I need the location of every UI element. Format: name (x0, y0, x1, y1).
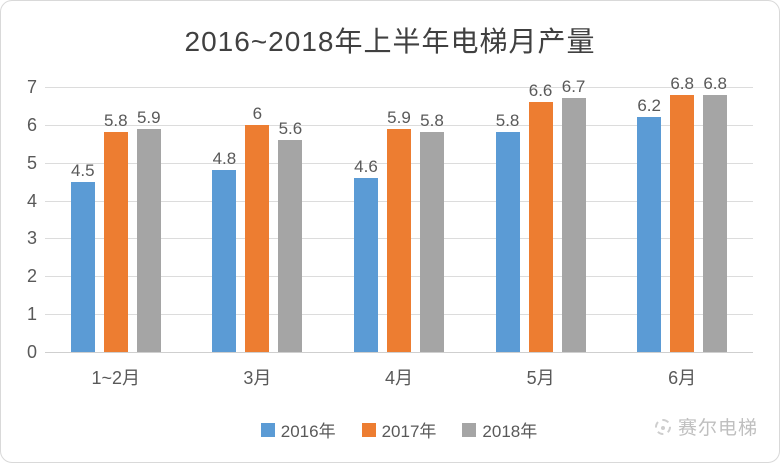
x-tick-label-5月: 5月 (526, 368, 555, 388)
legend-item-2017年: 2017年 (361, 417, 437, 442)
y-tick-label: 1 (26, 304, 37, 325)
gridline-y7 (45, 87, 753, 88)
legend-item-2016年: 2016年 (260, 417, 336, 442)
data-label: 5.9 (136, 107, 161, 127)
bar-2018年-5月: 6.7 (561, 78, 586, 352)
bar-2018年-1~2月: 5.9 (136, 109, 161, 352)
data-label: 4.5 (70, 160, 95, 180)
bar-2018年-3月: 5.6 (278, 120, 303, 352)
bar-2017年-6月: 6.8 (670, 75, 695, 352)
bar-group-3月: 4.8 6 5.6 (187, 87, 329, 352)
x-tick-label-6月: 6月 (668, 368, 697, 388)
legend-label: 2018年 (482, 422, 538, 441)
bar-groups: 4.5 5.8 5.9 4.8 6 5.6 4.6 5.9 5.8 5.8 6.6 6.7 6.2 6.8… (45, 75, 753, 352)
data-label: 5.8 (420, 111, 444, 131)
bar-2016年-1~2月: 4.5 (70, 162, 95, 352)
legend-label: 2017年 (381, 422, 437, 441)
bar-group-5月: 5.8 6.6 6.7 (470, 78, 612, 352)
legend-swatch-icon (260, 422, 275, 437)
bar-2018年-6月: 6.8 (703, 75, 728, 352)
gridline-y0 (45, 352, 753, 353)
chart-title: 2016~2018年上半年电梯月产量 (184, 26, 596, 57)
legend-label: 2016年 (280, 422, 336, 441)
bar-2016年-6月: 6.2 (637, 97, 662, 352)
data-label: 4.8 (212, 149, 237, 169)
bar-group-4月: 4.6 5.9 5.8 (328, 87, 470, 352)
bar-2017年-1~2月: 5.8 (103, 112, 128, 352)
data-label: 6 (252, 103, 263, 123)
bar-2017年-3月: 6 (245, 105, 270, 352)
y-tick-label: 0 (26, 342, 37, 362)
legend-swatch-icon (462, 422, 477, 437)
data-label: 6.6 (528, 81, 553, 101)
legend: 2016年 2017年 2018年 (45, 417, 753, 442)
gridline-y6 (45, 124, 753, 126)
data-label: 5.6 (278, 119, 303, 138)
y-tick-label: 6 (26, 114, 37, 135)
data-label: 6.2 (637, 96, 661, 116)
legend-item-2018年: 2018年 (462, 417, 537, 442)
bar-group-6月: 6.2 6.8 6.8 (611, 75, 753, 352)
y-tick-label: 4 (26, 190, 37, 211)
bar-2016年-3月: 4.8 (212, 150, 237, 352)
y-tick-label: 2 (26, 266, 37, 287)
plot-area: 0 1 2 3 4 5 6 7 4.5 5.8 5.9 4.8 6 5.6 4.6 5.9 5.8 5.8 6.6… (27, 75, 753, 361)
bar-group-1~2月: 4.5 5.8 5.9 (45, 87, 187, 352)
bar-2017年-4月: 5.9 (386, 109, 411, 352)
x-axis: 1~2月 3月 4月 5月 6月 (45, 364, 753, 390)
bar-2017年-5月: 6.6 (528, 82, 553, 352)
x-tick-label-4月: 4月 (384, 368, 413, 388)
data-label: 5.8 (103, 111, 128, 131)
data-label: 5.9 (387, 107, 411, 127)
data-label: 4.6 (354, 156, 378, 176)
bar-2018年-4月: 5.8 (419, 112, 444, 352)
watermark: 赛尔电梯 (654, 413, 758, 440)
x-tick-label-3月: 3月 (243, 368, 272, 388)
watermark-logo-icon (654, 418, 671, 435)
data-label: 5.8 (495, 111, 520, 131)
data-label: 6.8 (703, 73, 727, 93)
x-tick-label-1~2月: 1~2月 (91, 368, 141, 388)
watermark-text: 赛尔电梯 (677, 418, 758, 439)
data-label: 6.7 (561, 77, 586, 97)
legend-swatch-icon (361, 422, 376, 437)
y-tick-label: 7 (26, 77, 37, 97)
bar-2016年-4月: 4.6 (353, 158, 378, 352)
y-tick-label: 5 (26, 152, 37, 173)
data-label: 6.8 (670, 73, 694, 93)
y-tick-label: 3 (26, 228, 37, 249)
bar-2016年-5月: 5.8 (495, 112, 520, 352)
